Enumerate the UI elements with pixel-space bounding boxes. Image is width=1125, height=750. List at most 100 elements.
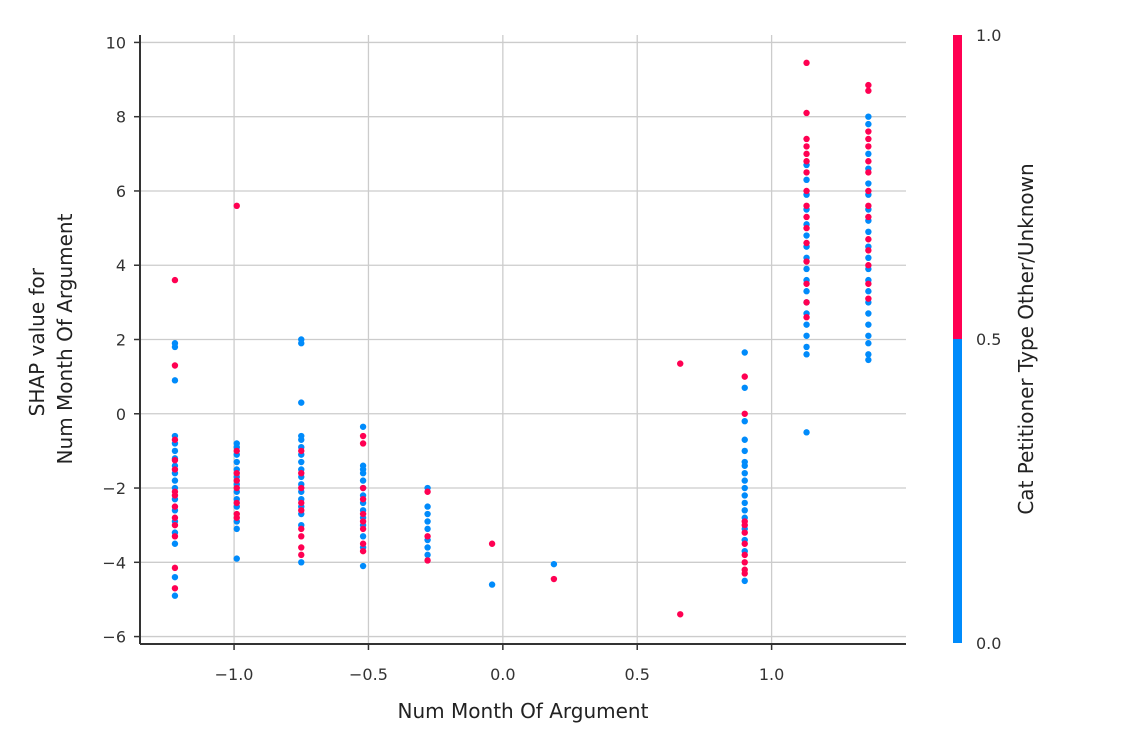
scatter-point (424, 551, 431, 559)
scatter-point (803, 299, 810, 306)
y-axis-label-line-1: SHAP value for (25, 267, 49, 416)
scatter-point (424, 525, 431, 533)
scatter-point (803, 150, 810, 158)
colorbar-gradient (953, 35, 962, 643)
scatter-point (233, 477, 240, 484)
y-tick-label: 10 (106, 33, 126, 52)
scatter-point (865, 113, 872, 120)
scatter-point (803, 143, 810, 150)
scatter-point (803, 176, 810, 184)
scatter-point (359, 495, 367, 503)
scatter-point (803, 332, 810, 339)
scatter-point (803, 224, 810, 232)
scatter-point (865, 228, 872, 236)
scatter-point (171, 514, 179, 521)
scatter-point (424, 503, 431, 510)
scatter-point (741, 499, 748, 507)
scatter-point (741, 529, 748, 536)
scatter-point (741, 570, 748, 577)
colorbar-tick-label: 0.0 (976, 634, 1001, 653)
scatter-point (298, 436, 305, 443)
scatter-point (424, 510, 431, 518)
colorbar-label: Cat Petitioner Type Other/Unknown (1014, 163, 1038, 514)
scatter-point (233, 525, 240, 533)
scatter-point (298, 544, 305, 551)
scatter-point (803, 258, 810, 265)
y-axis-label: SHAP value for Num Month Of Argument (25, 213, 77, 464)
scatter-point (424, 544, 431, 551)
scatter-point (233, 514, 240, 521)
x-tick-label: 1.0 (759, 665, 784, 684)
scatter-point (359, 440, 367, 447)
scatter-point (298, 525, 305, 533)
scatter-point (298, 507, 305, 514)
scatter-point (171, 436, 179, 443)
scatter-point (171, 456, 179, 464)
scatter-point (233, 499, 240, 507)
scatter-point (424, 557, 431, 564)
scatter-point (298, 458, 305, 466)
scatter-point (171, 466, 179, 473)
scatter-point (865, 120, 872, 128)
scatter-point (298, 533, 305, 540)
scatter-point (424, 488, 431, 495)
x-tick-label: −1.0 (215, 665, 254, 684)
x-tick-label: −0.5 (349, 665, 388, 684)
scatter-point (359, 562, 367, 570)
scatter-point (359, 540, 367, 547)
scatter-point (233, 469, 240, 477)
y-tick-label: 0 (116, 405, 126, 424)
scatter-point (803, 321, 810, 328)
scatter-point (803, 314, 810, 321)
scatter-point (171, 492, 179, 499)
y-tick-label: 6 (116, 182, 126, 201)
scatter-point (803, 288, 810, 295)
scatter-point (359, 518, 367, 525)
scatter-point (741, 492, 748, 499)
scatter-point (298, 551, 305, 559)
scatter-points (171, 59, 872, 618)
scatter-point (359, 533, 367, 540)
scatter-point (359, 477, 367, 484)
scatter-point (865, 332, 872, 339)
scatter-point (171, 503, 179, 510)
scatter-point (865, 310, 872, 317)
colorbar-tick-labels: 0.0 0.5 1.0 (976, 26, 1001, 653)
scatter-point (865, 280, 872, 287)
scatter-point (298, 559, 305, 566)
scatter-point (171, 377, 179, 384)
grid-lines (140, 35, 906, 644)
scatter-point (741, 551, 748, 559)
scatter-point (865, 254, 872, 262)
scatter-point (233, 484, 240, 492)
scatter-point (233, 202, 240, 210)
scatter-point (741, 540, 748, 547)
scatter-point (359, 547, 367, 555)
scatter-point (865, 128, 872, 135)
scatter-point (803, 239, 810, 247)
scatter-point (298, 447, 305, 455)
scatter-point (741, 373, 748, 380)
y-tick-label: 8 (116, 108, 126, 127)
scatter-point (803, 187, 810, 195)
scatter-point (233, 555, 240, 562)
scatter-point (171, 573, 179, 581)
scatter-point (298, 469, 305, 477)
scatter-point (359, 423, 367, 430)
scatter-point (803, 169, 810, 176)
scatter-point (865, 187, 872, 195)
scatter-point (803, 280, 810, 287)
scatter-point (803, 59, 810, 67)
scatter-point (865, 247, 872, 254)
scatter-point (550, 560, 558, 568)
x-tick-label: 0.0 (490, 665, 515, 684)
scatter-point (803, 158, 810, 165)
scatter-point (233, 447, 240, 455)
scatter-point (741, 559, 748, 566)
y-tick-label: 4 (116, 256, 126, 275)
scatter-point (741, 410, 748, 417)
scatter-point (741, 521, 748, 529)
scatter-point (171, 362, 179, 369)
